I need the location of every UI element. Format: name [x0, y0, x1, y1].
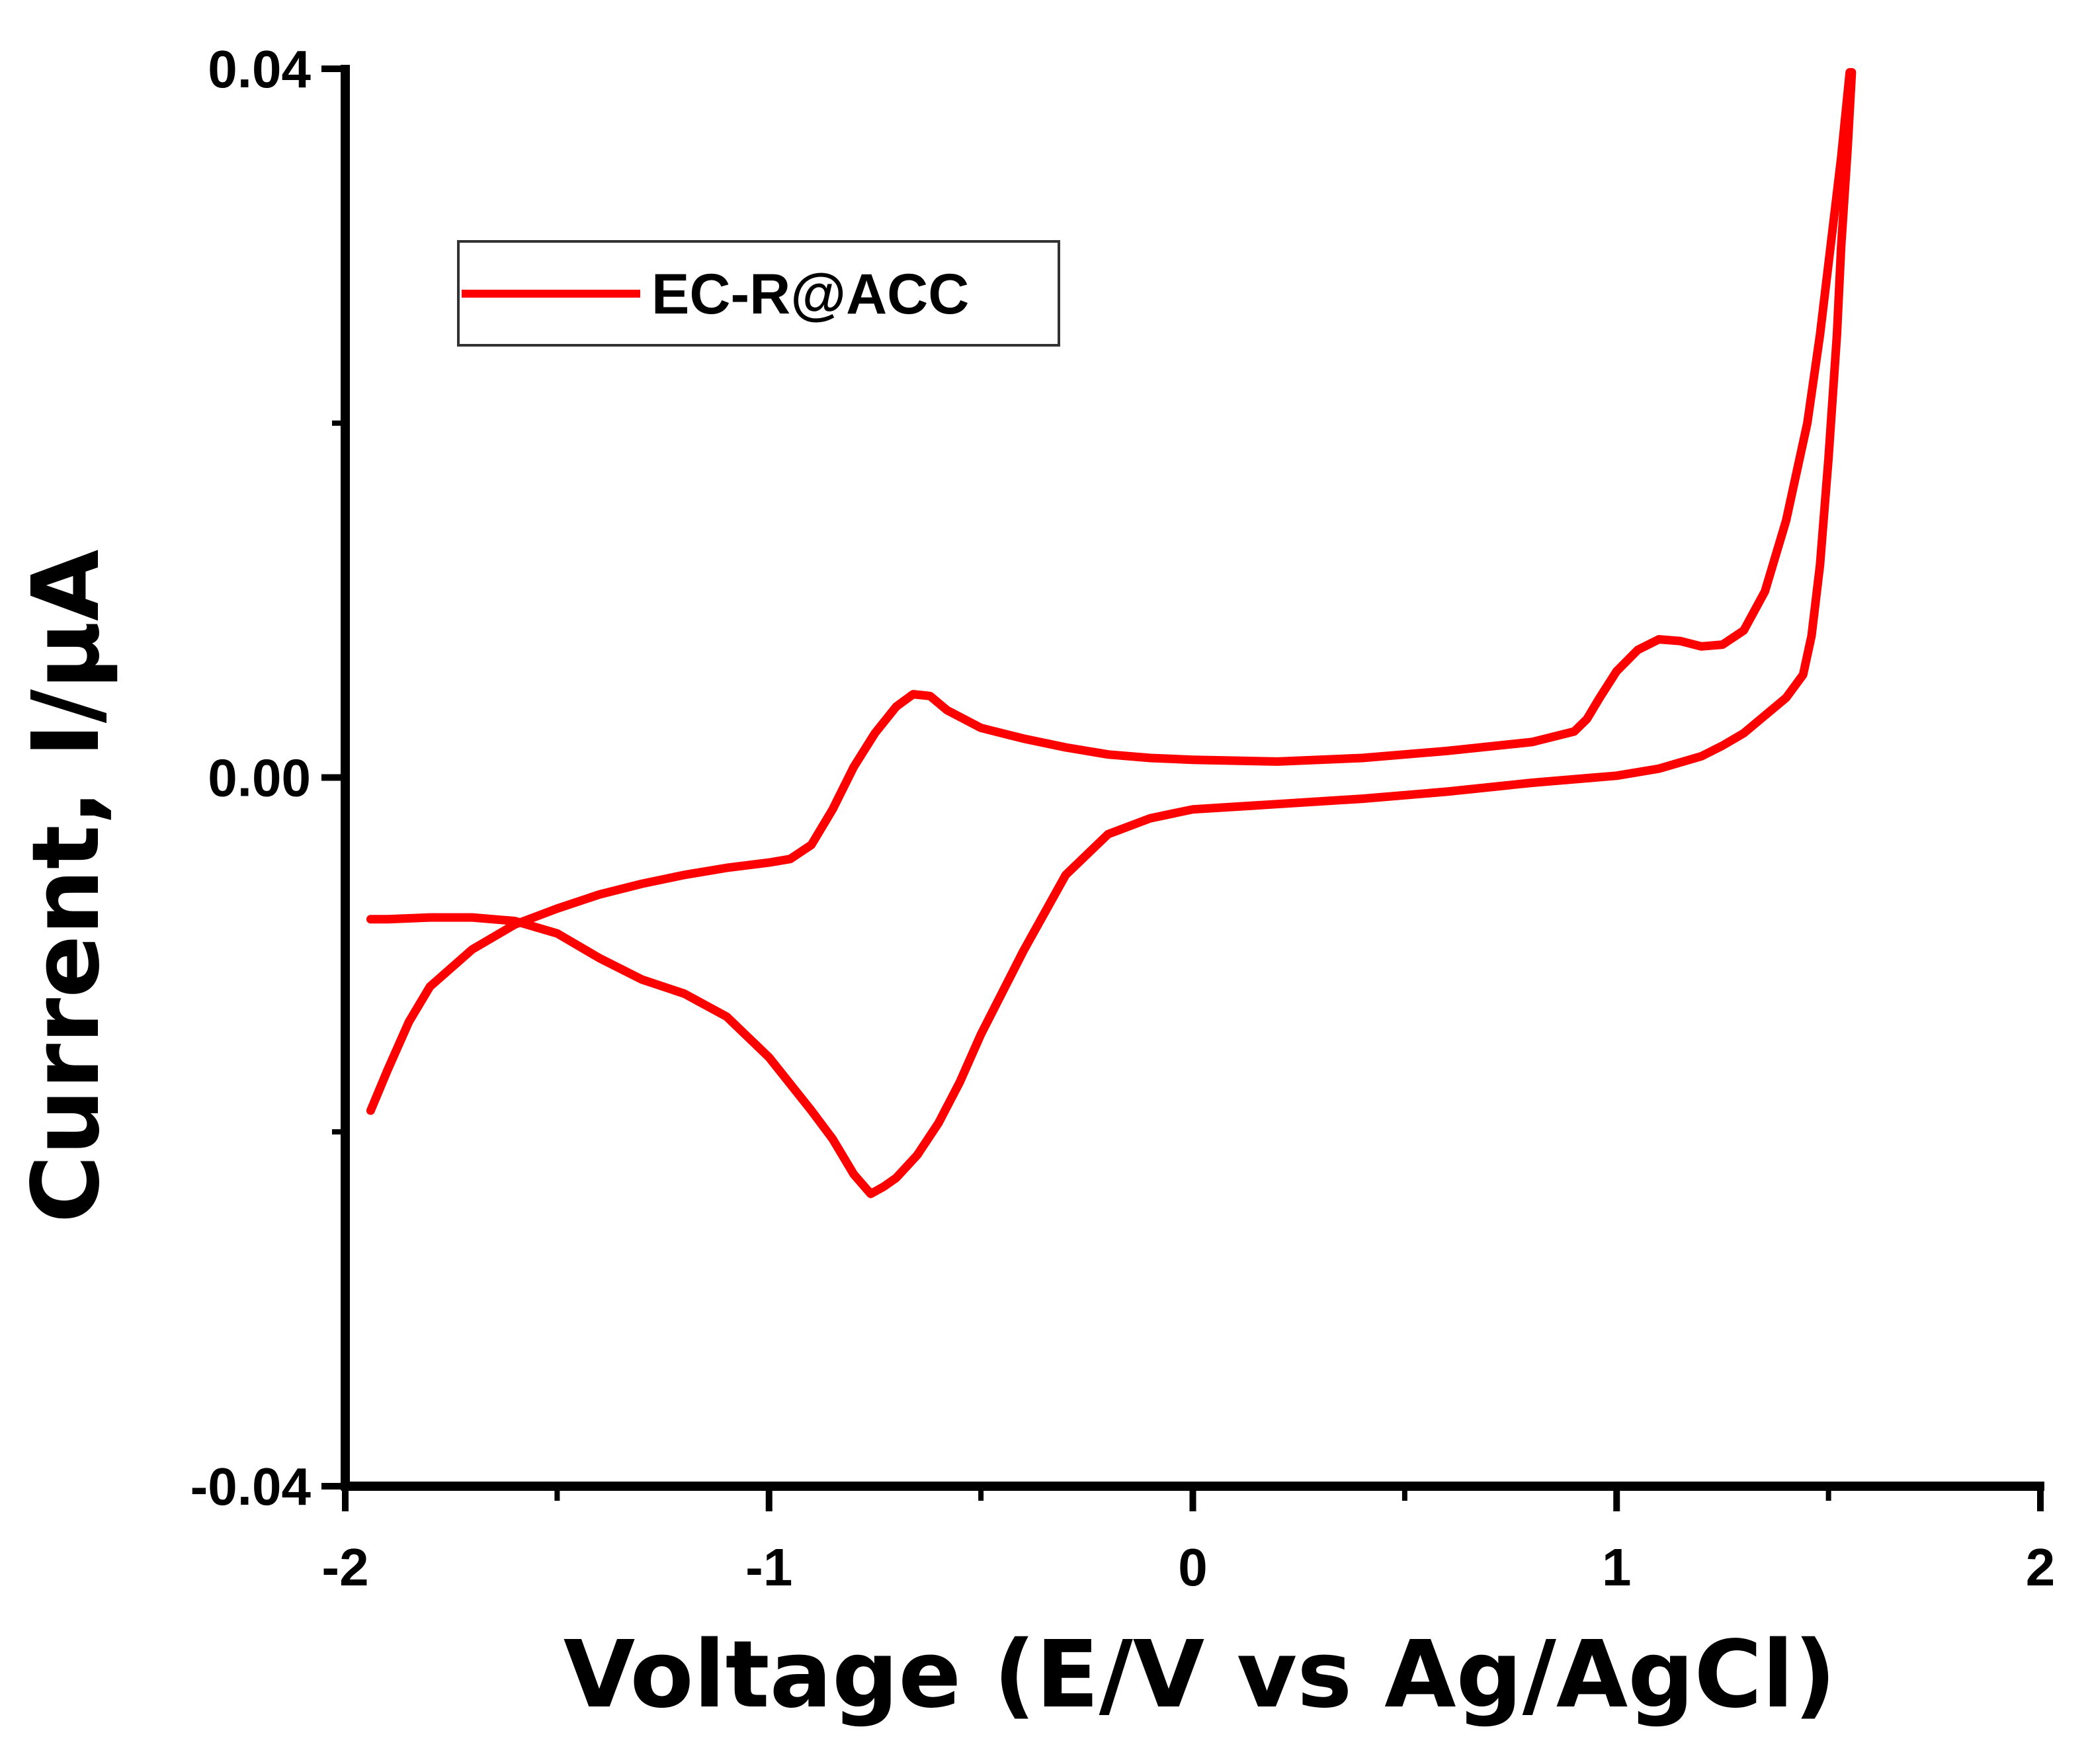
y-tick-label: -0.04 [190, 1457, 312, 1516]
x-tick-label: -1 [745, 1538, 792, 1597]
x-tick-label: -2 [321, 1538, 368, 1597]
series-line-ec-r-acc [366, 67, 1857, 1198]
x-axis-title: Voltage (E/V vs Ag/AgCl) [564, 1621, 1836, 1729]
y-tick-label: 0.00 [208, 749, 311, 808]
x-tick-label: 1 [1602, 1538, 1632, 1597]
legend-label: EC-R@ACC [651, 263, 969, 326]
plot-area [366, 67, 1857, 1198]
x-tick-label: 2 [2026, 1538, 2056, 1597]
ticks [321, 65, 2044, 1511]
legend: EC-R@ACC [457, 240, 1060, 347]
y-axis-title: Current, I/µA [13, 550, 120, 1224]
y-tick-label: 0.04 [208, 40, 311, 99]
tick-labels: -2 -1 0 1 2 -0.04 0.00 0.04 [190, 40, 2056, 1597]
x-tick-label: 0 [1178, 1538, 1208, 1597]
